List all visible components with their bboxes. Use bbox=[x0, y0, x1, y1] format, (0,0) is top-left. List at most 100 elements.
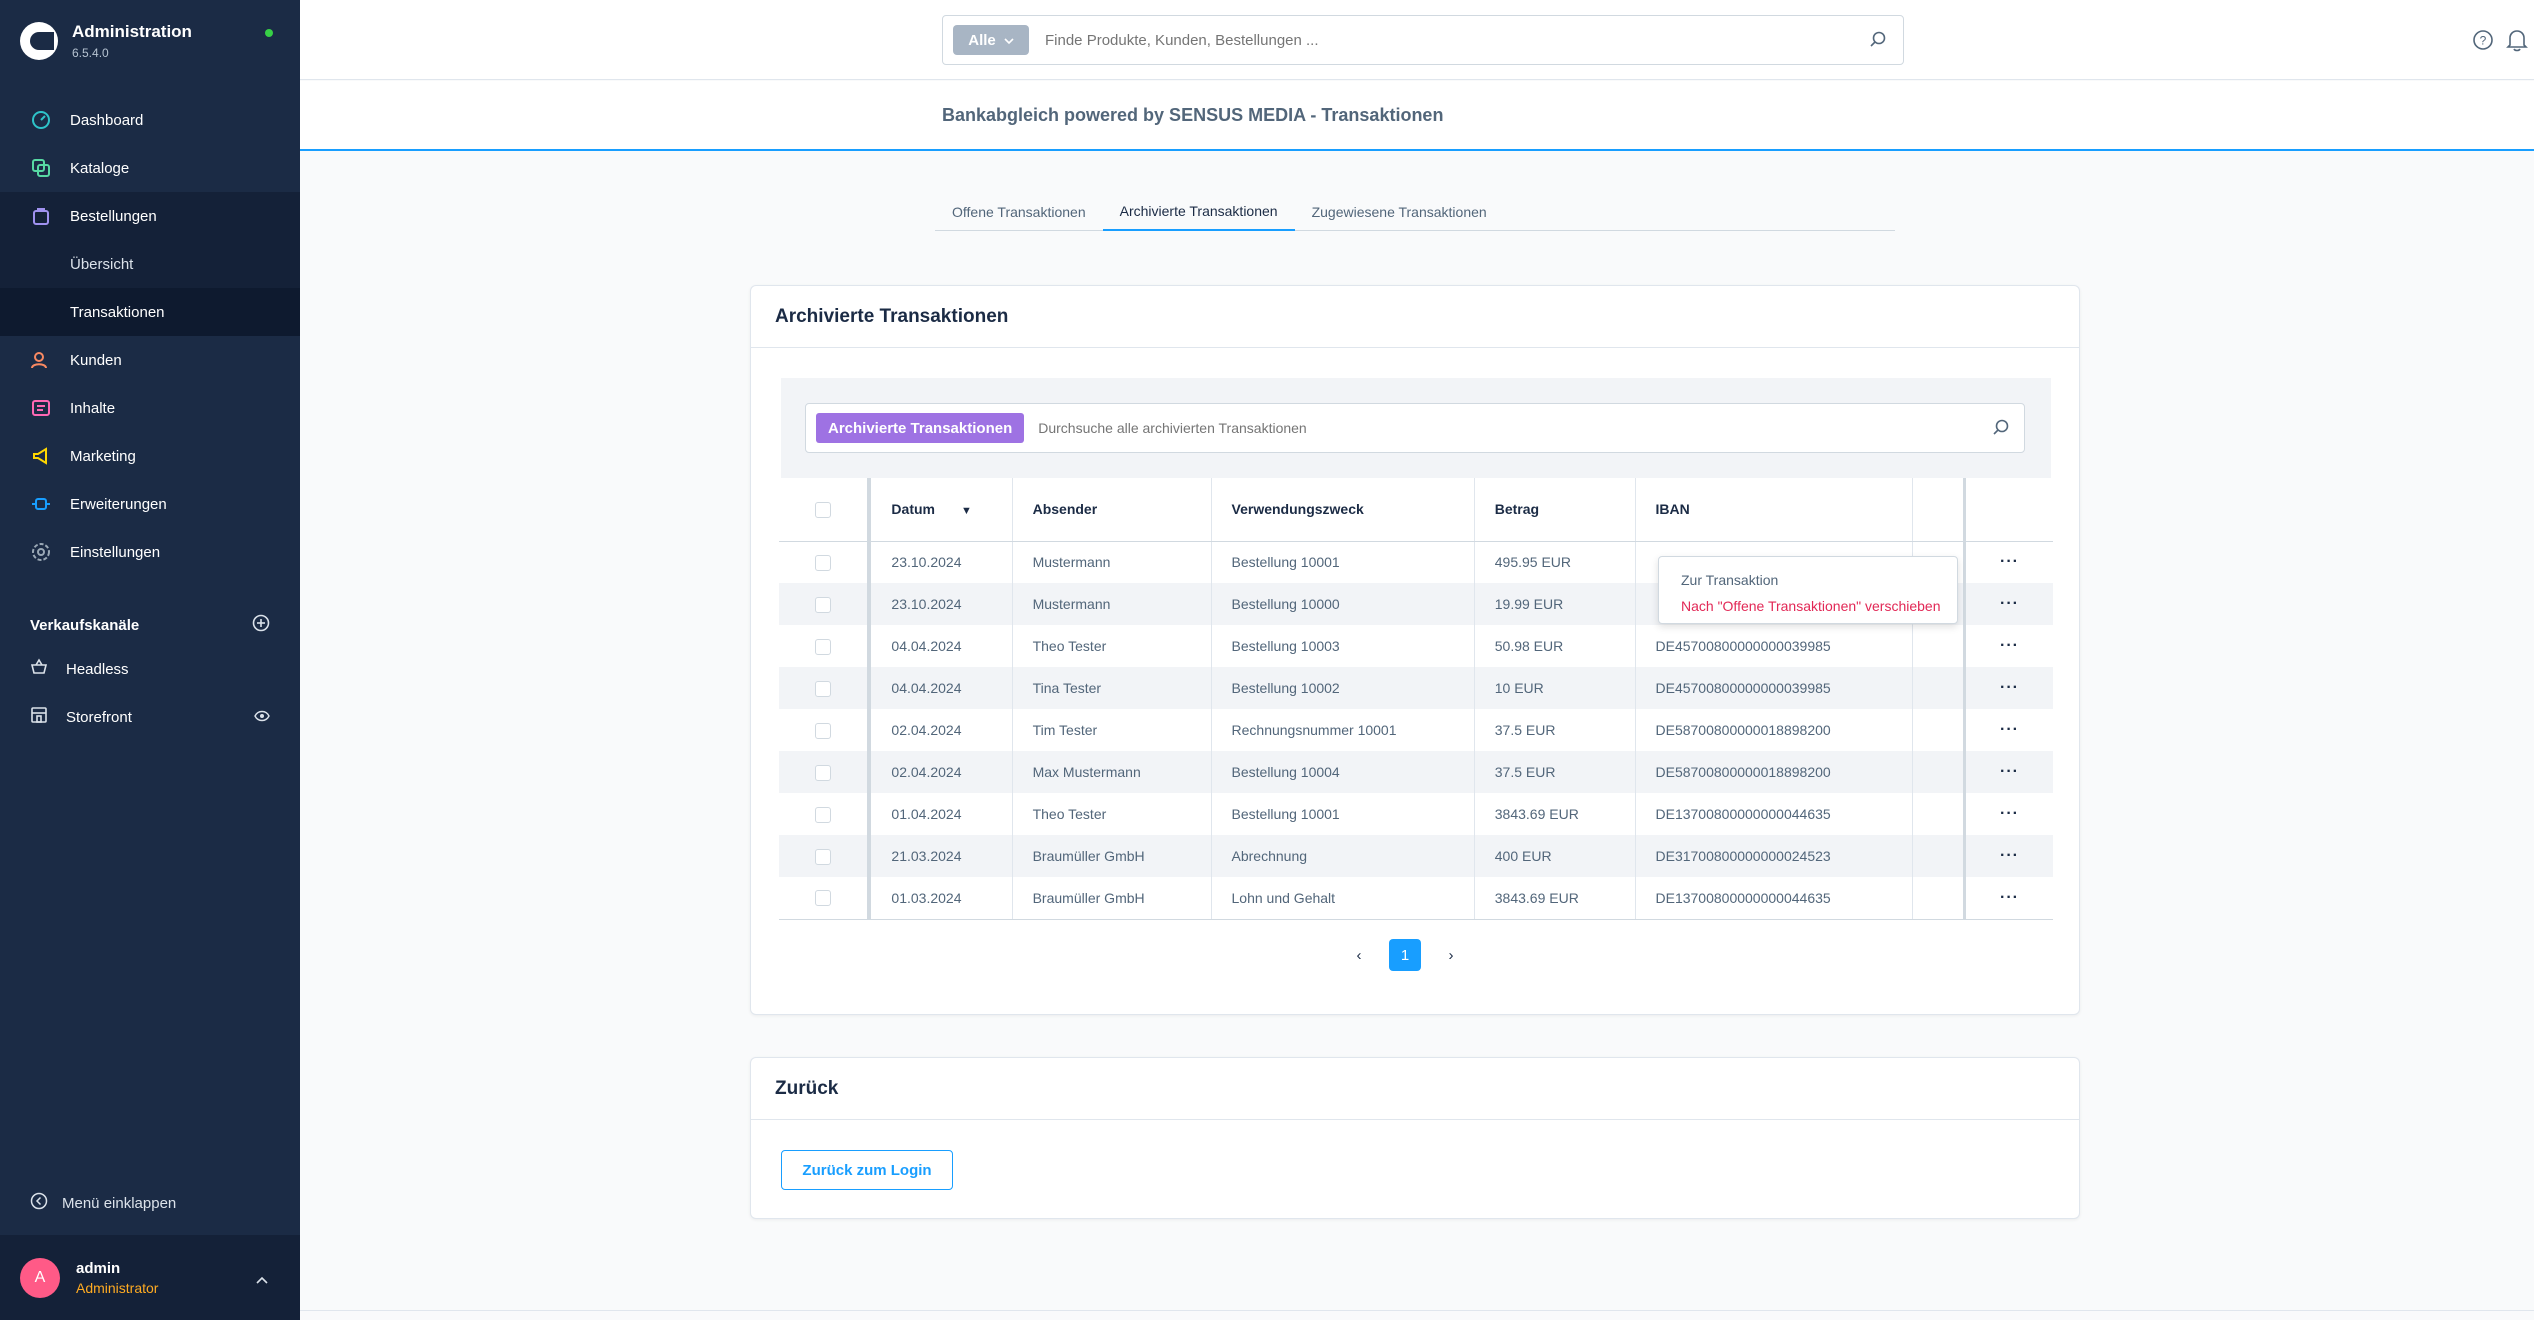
sidebar-item-inhalte[interactable]: Inhalte bbox=[0, 384, 300, 432]
cell-datum: 01.03.2024 bbox=[869, 877, 1013, 920]
cell-betrag: 19.99 EUR bbox=[1474, 583, 1636, 625]
sidebar-item-label: Einstellungen bbox=[70, 543, 161, 561]
column-header-actions bbox=[1963, 478, 2053, 542]
chevron-right-icon[interactable]: › bbox=[1448, 946, 1454, 964]
row-checkbox[interactable] bbox=[815, 848, 832, 865]
table-row[interactable]: 01.03.2024 Braumüller GmbH Lohn und Gehalt… bbox=[779, 877, 2053, 920]
column-header-verwendungszweck[interactable]: Verwendungszweck bbox=[1211, 478, 1475, 542]
tab-archivierte-transaktionen[interactable]: Archivierte Transaktionen bbox=[1102, 193, 1295, 231]
sort-chevron-icon: ▼ bbox=[960, 505, 972, 518]
basket-icon bbox=[30, 658, 50, 680]
row-checkbox[interactable] bbox=[815, 638, 832, 655]
table-row[interactable]: 04.04.2024 Theo Tester Bestellung 10003 50.… bbox=[779, 625, 2053, 667]
sales-channel-storefront[interactable]: Storefront bbox=[0, 693, 300, 741]
cell-betrag: 495.95 EUR bbox=[1474, 541, 1636, 583]
chevron-up-icon bbox=[256, 1271, 268, 1289]
extensions-icon bbox=[30, 493, 52, 515]
chevron-left-icon[interactable]: ‹ bbox=[1356, 946, 1362, 964]
context-item-zur-transaktion[interactable]: Zur Transaktion bbox=[1681, 572, 1779, 588]
help-icon[interactable]: ? bbox=[2472, 29, 2494, 56]
online-status-dot bbox=[265, 29, 273, 37]
select-all-checkbox[interactable] bbox=[815, 501, 832, 518]
cell-verwendungszweck: Bestellung 10001 bbox=[1211, 541, 1475, 583]
sales-channel-headless[interactable]: Headless bbox=[0, 645, 300, 693]
sidebar-item-marketing[interactable]: Marketing bbox=[0, 432, 300, 480]
page-header: Bankabgleich powered by SENSUS MEDIA - T… bbox=[300, 81, 2534, 151]
tab-zugewiesene-transaktionen[interactable]: Zugewiesene Transaktionen bbox=[1311, 204, 1487, 220]
sidebar-item-einstellungen[interactable]: Einstellungen bbox=[0, 528, 300, 576]
cell-iban: DE13700800000000044635 bbox=[1635, 793, 1913, 835]
row-checkbox[interactable] bbox=[815, 806, 832, 823]
more-actions-icon[interactable]: ··· bbox=[2000, 763, 2019, 780]
context-item-move-to-open[interactable]: Nach "Offene Transaktionen" verschieben bbox=[1681, 598, 1941, 614]
eye-icon[interactable] bbox=[254, 709, 270, 726]
row-checkbox[interactable] bbox=[815, 722, 832, 739]
cell-verwendungszweck: Bestellung 10001 bbox=[1211, 793, 1475, 835]
table-row[interactable]: 01.04.2024 Theo Tester Bestellung 10001 384… bbox=[779, 793, 2053, 835]
table-row[interactable]: 02.04.2024 Max Mustermann Bestellung 10004… bbox=[779, 751, 2053, 793]
collapse-menu-button[interactable]: Menü einklappen bbox=[30, 1192, 176, 1214]
cell-absender: Theo Tester bbox=[1012, 625, 1212, 667]
row-checkbox[interactable] bbox=[815, 554, 832, 571]
cell-iban: DE58700800000018898200 bbox=[1635, 709, 1913, 751]
search-type-select[interactable]: Alle bbox=[953, 25, 1029, 55]
more-actions-icon[interactable]: ··· bbox=[2000, 553, 2019, 571]
sidebar-item-label: Kataloge bbox=[70, 159, 130, 177]
search-icon[interactable] bbox=[1992, 418, 2010, 441]
sidebar-item-bestellungen[interactable]: Bestellungen bbox=[0, 192, 300, 240]
dashboard-icon bbox=[30, 109, 52, 131]
add-sales-channel-icon[interactable] bbox=[252, 614, 270, 636]
table-row[interactable]: 02.04.2024 Tim Tester Rechnungsnummer 1000… bbox=[779, 709, 2053, 751]
row-checkbox[interactable] bbox=[815, 890, 832, 907]
column-header-betrag[interactable]: Betrag bbox=[1474, 478, 1636, 542]
cell-spacer bbox=[1912, 667, 1966, 709]
notification-bell-icon[interactable] bbox=[2506, 28, 2528, 57]
row-checkbox[interactable] bbox=[815, 764, 832, 781]
column-header-iban[interactable]: IBAN bbox=[1635, 478, 1913, 542]
more-actions-icon[interactable]: ··· bbox=[2000, 595, 2019, 612]
row-select-cell bbox=[779, 541, 872, 583]
user-menu[interactable]: A admin Administrator bbox=[0, 1235, 300, 1320]
row-actions-cell: ··· bbox=[1963, 583, 2053, 625]
row-select-cell bbox=[779, 877, 872, 920]
sidebar-subitem-uebersicht[interactable]: Übersicht bbox=[0, 240, 300, 288]
cell-datum: 04.04.2024 bbox=[869, 667, 1013, 709]
sidebar-subitem-transaktionen[interactable]: Transaktionen bbox=[0, 288, 300, 336]
table-row[interactable]: 04.04.2024 Tina Tester Bestellung 10002 10 … bbox=[779, 667, 2053, 709]
select-all-cell bbox=[779, 478, 872, 542]
row-select-cell bbox=[779, 751, 872, 793]
cell-absender: Max Mustermann bbox=[1012, 751, 1212, 793]
avatar: A bbox=[20, 1257, 60, 1298]
grid-search-input[interactable] bbox=[1038, 420, 1939, 436]
chevron-down-icon bbox=[1004, 32, 1014, 49]
cell-betrag: 37.5 EUR bbox=[1474, 709, 1636, 751]
more-actions-icon[interactable]: ··· bbox=[2000, 888, 2019, 906]
cell-spacer bbox=[1912, 709, 1966, 751]
search-icon[interactable] bbox=[1869, 30, 1887, 53]
cell-iban: DE45700800000000039985 bbox=[1635, 625, 1913, 667]
sidebar-item-dashboard[interactable]: Dashboard bbox=[0, 96, 300, 144]
page-button[interactable]: 1 bbox=[1389, 939, 1421, 971]
column-header-absender[interactable]: Absender bbox=[1012, 478, 1212, 542]
tab-offene-transaktionen[interactable]: Offene Transaktionen bbox=[952, 204, 1086, 220]
cell-betrag: 37.5 EUR bbox=[1474, 751, 1636, 793]
row-checkbox[interactable] bbox=[815, 680, 832, 697]
cell-verwendungszweck: Bestellung 10003 bbox=[1211, 625, 1475, 667]
more-actions-icon[interactable]: ··· bbox=[2000, 679, 2019, 696]
sidebar-item-kunden[interactable]: Kunden bbox=[0, 336, 300, 384]
column-header-datum[interactable]: Datum ▼ bbox=[869, 478, 1013, 542]
sidebar-item-label: Erweiterungen bbox=[70, 495, 167, 513]
table-row[interactable]: 21.03.2024 Braumüller GmbH Abrechnung 400 E… bbox=[779, 835, 2053, 877]
more-actions-icon[interactable]: ··· bbox=[2000, 721, 2019, 738]
more-actions-icon[interactable]: ··· bbox=[2000, 637, 2019, 654]
card-title: Zurück bbox=[751, 1058, 2079, 1120]
more-actions-icon[interactable]: ··· bbox=[2000, 847, 2019, 864]
back-to-login-button[interactable]: Zurück zum Login bbox=[781, 1150, 953, 1190]
sidebar-item-kataloge[interactable]: Kataloge bbox=[0, 144, 300, 192]
sidebar-item-erweiterungen[interactable]: Erweiterungen bbox=[0, 480, 300, 528]
cell-verwendungszweck: Lohn und Gehalt bbox=[1211, 877, 1475, 920]
cell-spacer bbox=[1912, 751, 1966, 793]
more-actions-icon[interactable]: ··· bbox=[2000, 805, 2019, 822]
row-checkbox[interactable] bbox=[815, 596, 832, 613]
search-input[interactable] bbox=[1045, 31, 1825, 49]
